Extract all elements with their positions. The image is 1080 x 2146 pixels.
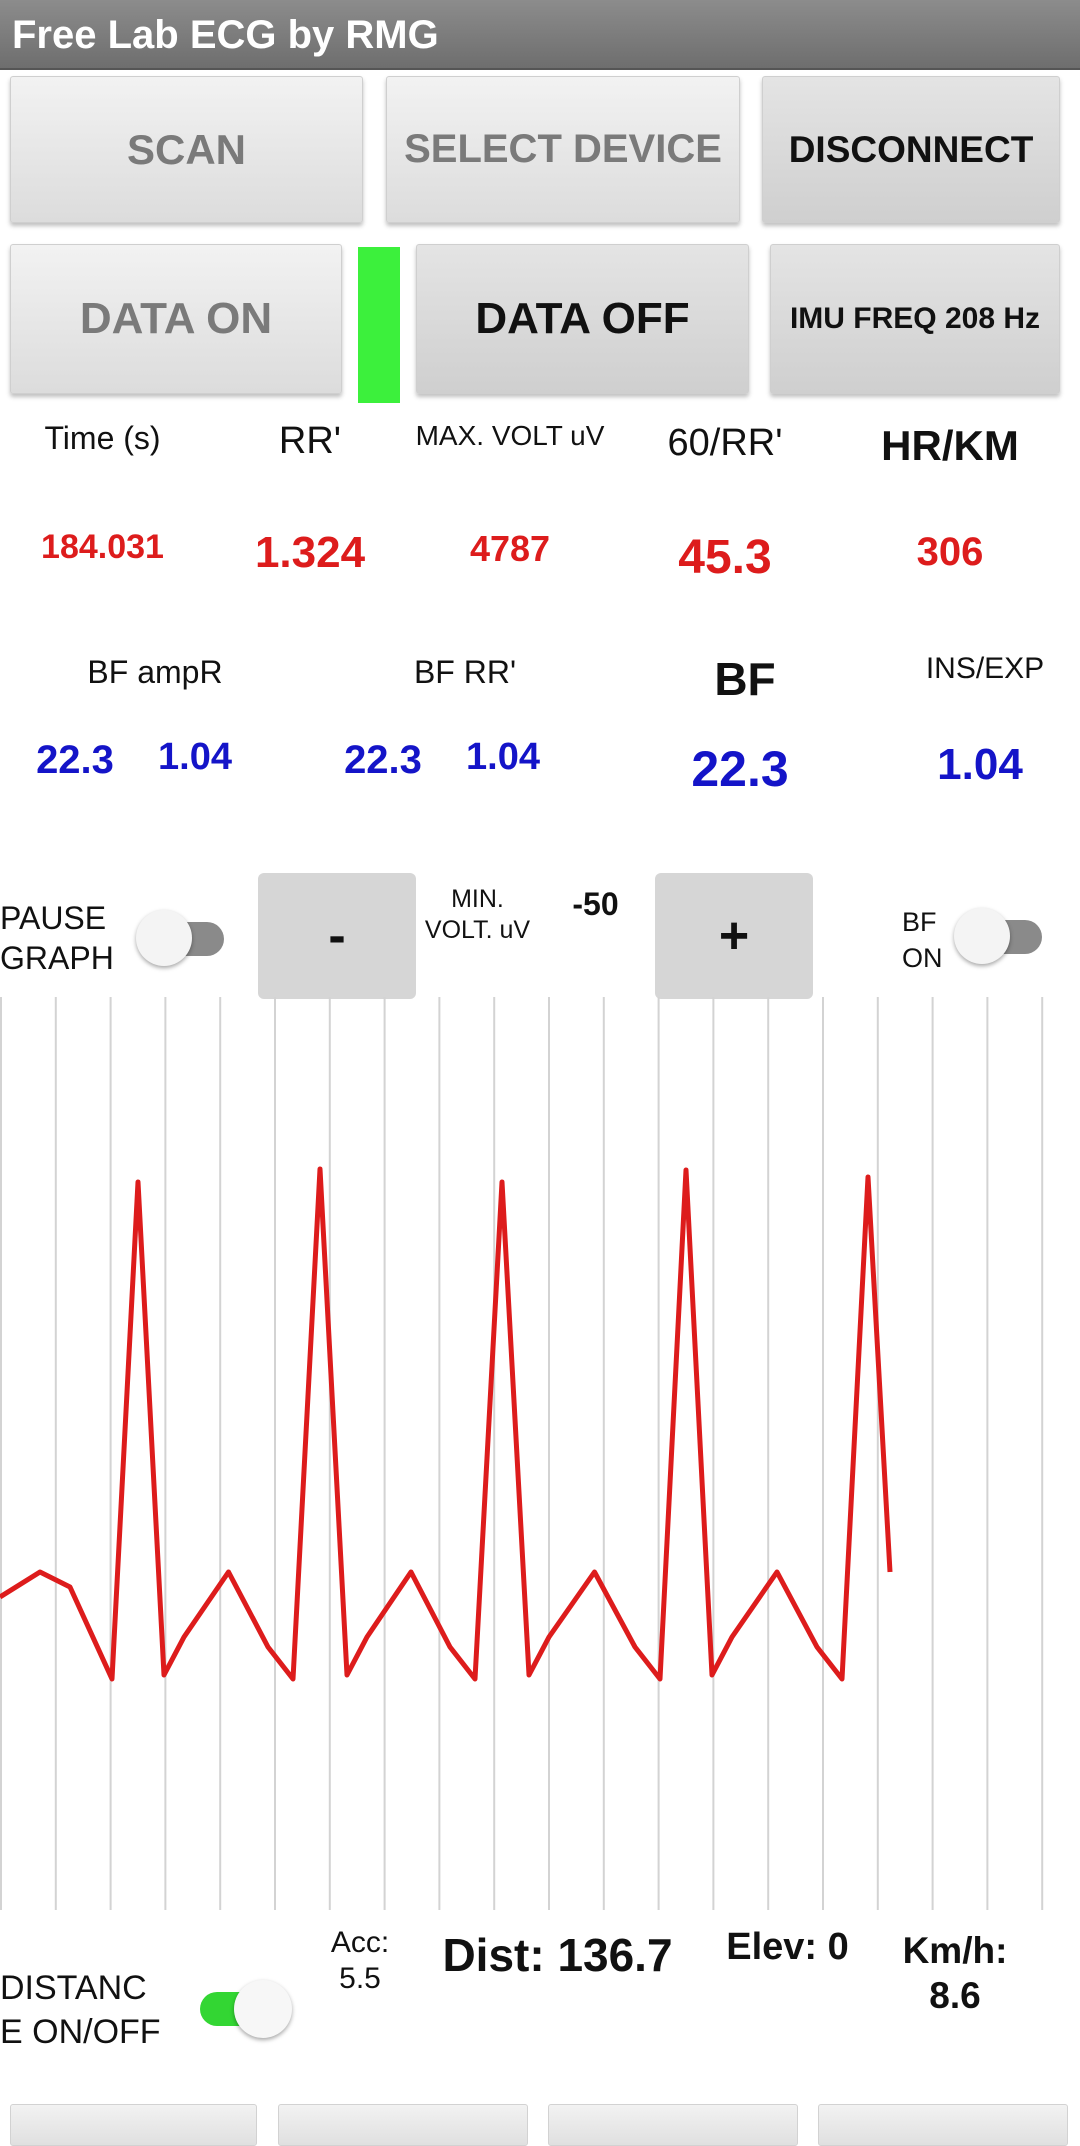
ins-exp-value: 1.04 <box>937 740 1023 789</box>
distance-toggle-line1: DISTANC <box>0 1969 147 2007</box>
bf-rr-value: 22.3 <box>344 738 422 782</box>
rr-value: 1.324 <box>254 528 366 577</box>
bf-ampr-label: BF ampR <box>87 654 223 690</box>
plus-button[interactable]: + <box>655 873 813 999</box>
distance-toggle-line2: E ON/OFF <box>0 2013 161 2051</box>
data-off-button[interactable]: DATA OFF <box>416 244 749 394</box>
scan-button[interactable]: SCAN <box>10 76 363 223</box>
bf-on-label: BF ON <box>902 904 943 976</box>
min-volt-value: -50 <box>572 886 619 922</box>
ins-exp-label: INS/EXP <box>925 652 1045 685</box>
minus-button[interactable]: - <box>258 873 416 999</box>
min-volt-line2: VOLT. uV <box>424 916 531 944</box>
max-volt-value: 4787 <box>469 528 551 569</box>
sixty-rr-header: 60/RR' <box>667 422 783 464</box>
distance-toggle-label: DISTANC E ON/OFF <box>0 1966 161 2054</box>
speed-value: 8.6 <box>929 1975 981 2016</box>
bf-ampr-value: 22.3 <box>36 738 114 782</box>
bf-rr-label: BF RR' <box>413 654 517 690</box>
ecg-trace <box>0 1166 893 1682</box>
distance-toggle[interactable] <box>200 1980 292 2038</box>
time-header: Time (s) <box>44 420 161 456</box>
speed-label: Km/h: <box>902 1930 1008 1971</box>
acc-label-text: Acc: <box>330 1926 390 1959</box>
bf-label: BF <box>714 653 776 705</box>
bottom-button-1[interactable] <box>10 2104 257 2146</box>
data-status-indicator <box>358 247 400 403</box>
max-volt-header: MAX. VOLT uV <box>415 420 605 451</box>
pause-graph-toggle[interactable] <box>136 910 228 966</box>
hr-km-header: HR/KM <box>881 422 1019 469</box>
elevation-readout: Elev: 0 <box>726 1926 849 1968</box>
distance-readout: Dist: 136.7 <box>442 1929 673 1981</box>
bf-rr-ratio: 1.04 <box>466 736 540 778</box>
app-title-bar: Free Lab ECG by RMG <box>0 0 1080 70</box>
speed-readout: Km/h: 8.6 <box>890 1928 1020 2018</box>
rr-header: RR' <box>278 420 342 462</box>
pause-graph-label: PAUSE GRAPH <box>0 898 114 978</box>
acc-label: Acc: 5.5 <box>310 1925 410 1997</box>
bottom-button-3[interactable] <box>548 2104 798 2146</box>
select-device-button[interactable]: SELECT DEVICE <box>386 76 740 223</box>
bottom-button-4[interactable] <box>818 2104 1068 2146</box>
bf-value: 22.3 <box>691 741 789 797</box>
imu-freq-button[interactable]: IMU FREQ 208 Hz <box>770 244 1060 394</box>
disconnect-button[interactable]: DISCONNECT <box>762 76 1060 223</box>
bf-on-line2: ON <box>902 943 943 973</box>
min-volt-label: MIN. VOLT. uV <box>420 884 535 946</box>
app-title: Free Lab ECG by RMG <box>12 13 439 57</box>
bf-ampr-ratio: 1.04 <box>158 736 232 778</box>
bottom-button-2[interactable] <box>278 2104 528 2146</box>
time-value: 184.031 <box>41 528 164 566</box>
pause-graph-line1: PAUSE <box>0 900 107 936</box>
data-on-button[interactable]: DATA ON <box>10 244 342 394</box>
ecg-graph <box>0 997 1044 1910</box>
acc-value: 5.5 <box>339 1962 381 1995</box>
bf-on-toggle[interactable] <box>954 908 1046 964</box>
sixty-rr-value: 45.3 <box>678 531 772 584</box>
min-volt-line1: MIN. <box>451 885 504 913</box>
pause-graph-line2: GRAPH <box>0 940 114 976</box>
bf-on-line1: BF <box>902 907 937 937</box>
hr-km-value: 306 <box>916 530 984 574</box>
